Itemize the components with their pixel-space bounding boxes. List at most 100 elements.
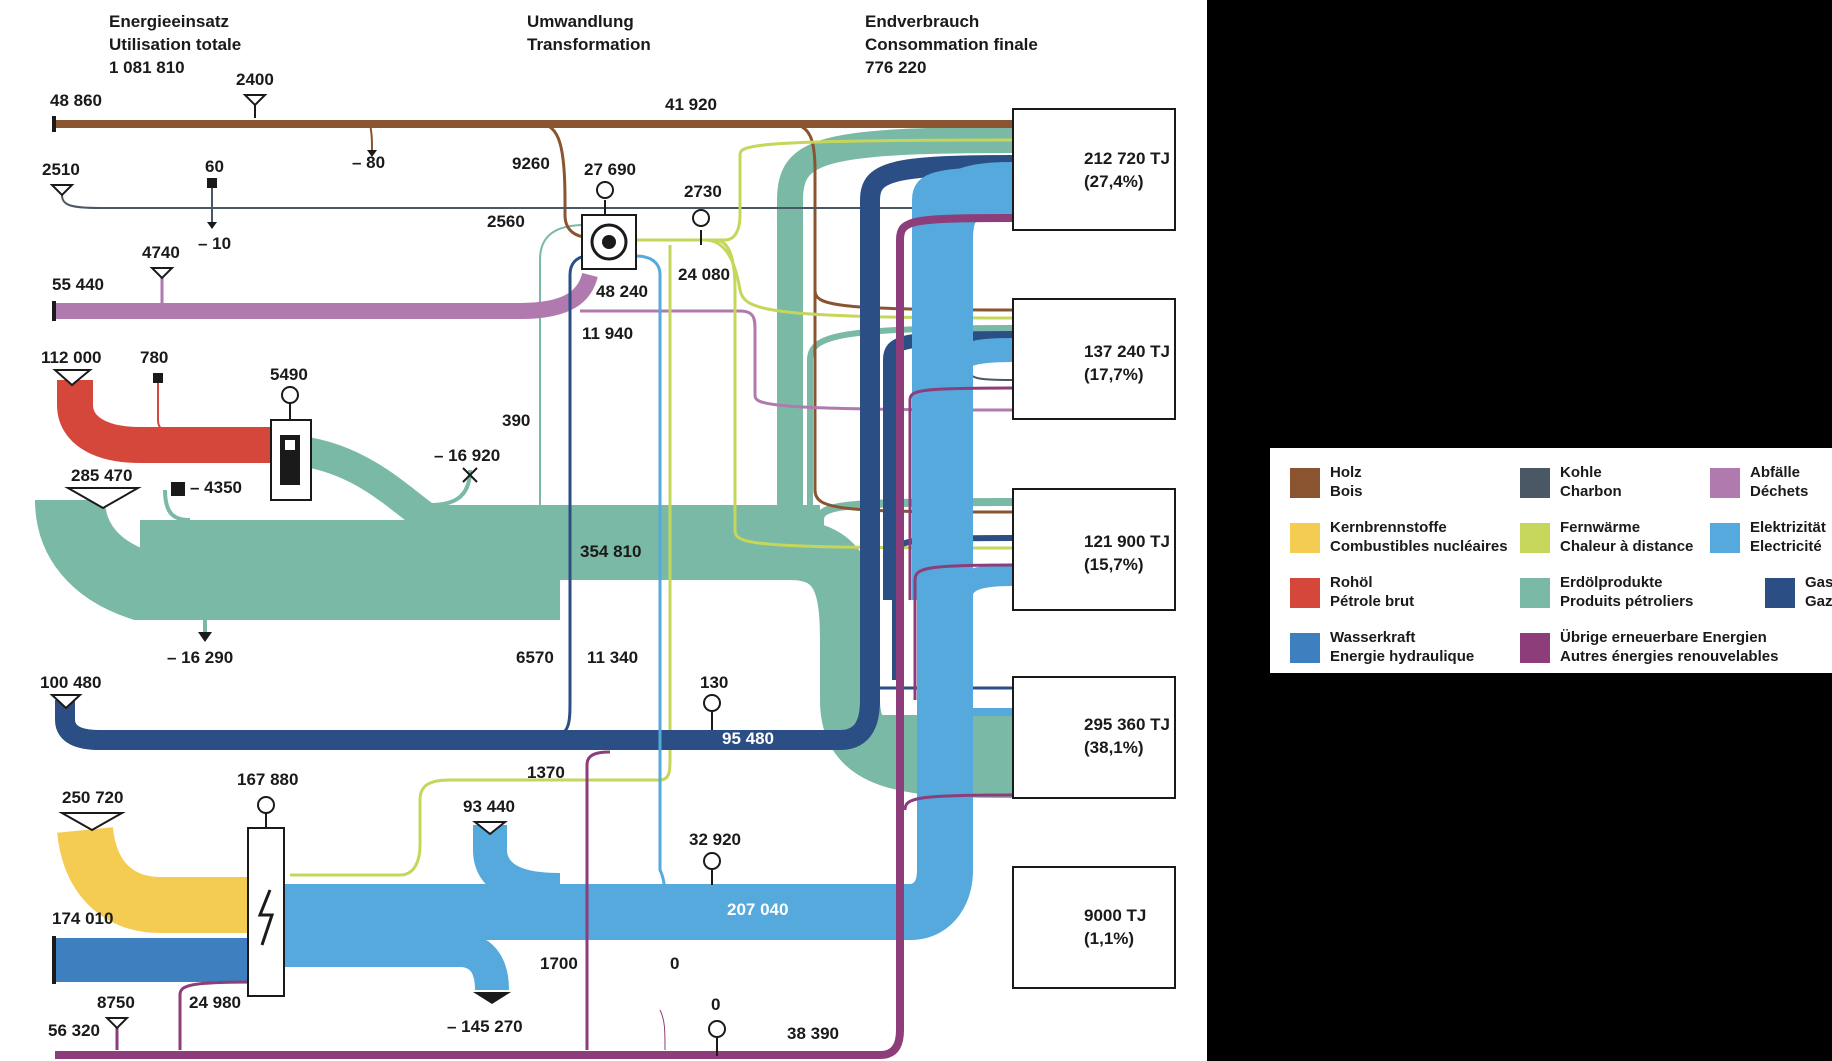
renew-to-transport <box>903 793 1013 811</box>
energy-flow-diagram: Energieeinsatz Utilisation totale 1 081 … <box>0 0 1207 1061</box>
district-heating-plant-icon <box>581 214 637 270</box>
legend-fr: Gaz <box>1805 593 1832 610</box>
oil-to-heat <box>539 224 586 510</box>
elec-export-thin <box>285 935 337 967</box>
flow-label: 2560 <box>487 212 525 231</box>
sector-share: (38,1%) <box>1084 738 1144 757</box>
flow-label: 130 <box>700 673 729 692</box>
renew-zero <box>659 1009 666 1051</box>
gas-to-services <box>892 535 1013 680</box>
input-header-value: 1 081 810 <box>109 58 185 77</box>
sector-value: 212 720 TJ <box>1084 149 1171 168</box>
legend-fr: Chaleur à distance <box>1560 538 1694 555</box>
hydro-triangle <box>472 821 508 836</box>
flow-label: 0 <box>711 995 721 1014</box>
transformation-header-de: Umwandlung <box>527 12 634 31</box>
hydro-to-elec <box>473 825 561 907</box>
flow-label: 167 880 <box>237 770 299 789</box>
oil-products-upper <box>288 435 820 535</box>
sector-value: 295 360 TJ <box>1084 715 1171 734</box>
legend-swatch <box>1290 523 1320 553</box>
legend-de: Kernbrennstoffe <box>1330 519 1447 536</box>
legend-fr: Autres énergies renouvelables <box>1560 648 1779 665</box>
oil-stock-marker <box>171 482 185 496</box>
wood-to-transform <box>539 122 589 239</box>
legend-swatch <box>1765 578 1795 608</box>
flow-label: 95 480 <box>722 729 774 748</box>
flow-label: 60 <box>205 157 224 176</box>
legend-swatch <box>1290 578 1320 608</box>
wood-bracket <box>52 116 56 132</box>
flow-label: 56 320 <box>48 1021 100 1040</box>
heat-from-nuclear <box>290 245 672 877</box>
oil-stock <box>163 489 191 522</box>
hydro-bracket <box>52 936 56 984</box>
flow-label: 24 080 <box>678 265 730 284</box>
gas-main <box>55 155 1013 750</box>
waste-band <box>55 272 598 319</box>
renew-main <box>55 214 1013 1059</box>
legend: Holz Bois Kohle Charbon Abfälle Déchets Ker… <box>1270 448 1832 673</box>
legend-fr: Charbon <box>1560 483 1622 500</box>
crude-stock <box>157 380 176 434</box>
final-header-value: 776 220 <box>865 58 927 77</box>
sector-households: 212 720 TJ (27,4%) <box>1012 108 1176 231</box>
flow-label: 100 480 <box>40 673 102 692</box>
legend-fr: Bois <box>1330 483 1363 500</box>
sector-share: (27,4%) <box>1084 172 1144 191</box>
legend-swatch <box>1520 578 1550 608</box>
coal-import-triangle <box>49 184 75 197</box>
oil-export-arrow <box>198 632 212 642</box>
legend-de: Wasserkraft <box>1330 629 1416 646</box>
legend-fr: Energie hydraulique <box>1330 648 1475 665</box>
flow-label: 41 920 <box>665 95 717 114</box>
elec-loss-gauge <box>703 852 721 870</box>
refinery-export <box>429 469 472 507</box>
crude-oil-band <box>57 380 275 463</box>
final-header-fr: Consommation finale <box>865 35 1038 54</box>
transformation-header: Umwandlung Transformation <box>527 10 651 56</box>
elec-export-arrow <box>473 992 511 1004</box>
elec-export <box>285 933 509 991</box>
flow-label: 354 810 <box>580 542 642 561</box>
sector-value: 137 240 TJ <box>1084 342 1171 361</box>
flow-label: 6570 <box>516 648 554 667</box>
final-header: Endverbrauch Consommation finale 776 220 <box>865 10 1038 79</box>
renew-to-heat <box>585 750 611 1050</box>
renew-stock-gauge <box>708 1020 726 1038</box>
sector-value: 121 900 TJ <box>1084 532 1171 551</box>
legend-fr: Déchets <box>1750 483 1809 500</box>
flow-label: 390 <box>502 411 531 430</box>
flow-label: 1700 <box>540 954 578 973</box>
flow-label: 0 <box>670 954 680 973</box>
power-plant-icon <box>247 827 285 997</box>
renew-to-services <box>913 563 1013 700</box>
flow-label: 4740 <box>142 243 180 262</box>
heat-to-households <box>605 138 1013 242</box>
flow-label: 250 720 <box>62 788 124 807</box>
sector-share: (1,1%) <box>1084 929 1135 948</box>
final-header-de: Endverbrauch <box>865 12 980 31</box>
flow-label: 93 440 <box>463 797 515 816</box>
elec-main <box>285 162 1013 940</box>
legend-de: Gas <box>1805 574 1832 591</box>
crude-import-triangle <box>52 369 93 387</box>
sector-services: 121 900 TJ (15,7%) <box>1012 488 1176 611</box>
elec-to-heat <box>635 254 667 913</box>
flow-label: 11 340 <box>587 648 639 667</box>
flow-label: 2730 <box>684 182 722 201</box>
flow-label: 2510 <box>42 160 80 179</box>
input-header-de: Energieeinsatz <box>109 12 229 31</box>
gas-stock-gauge <box>703 694 721 712</box>
oil-import-triangle <box>64 487 142 510</box>
legend-fr: Produits pétroliers <box>1560 593 1694 610</box>
flow-label: 207 040 <box>727 900 789 919</box>
flow-label: 174 010 <box>52 909 114 928</box>
input-header-fr: Utilisation totale <box>109 35 242 54</box>
legend-de: Abfälle <box>1750 464 1801 481</box>
flow-label: 780 <box>140 348 169 367</box>
heat-loss-gauge <box>596 181 614 199</box>
nuclear-band <box>57 826 255 933</box>
flow-label: 24 980 <box>189 993 241 1012</box>
flow-label: – 10 <box>198 234 232 253</box>
